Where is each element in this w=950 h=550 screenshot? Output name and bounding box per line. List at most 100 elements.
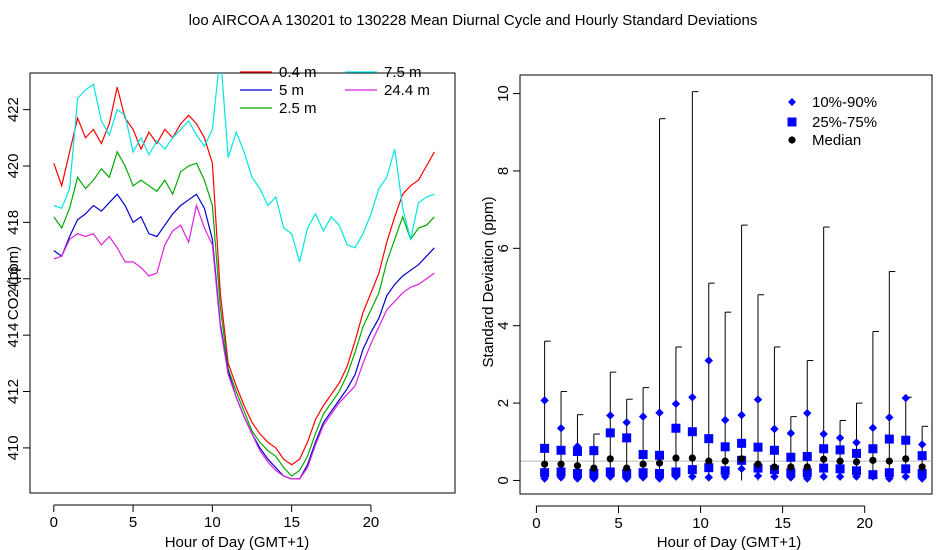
legend-label: Median: [812, 132, 861, 149]
median-point: [770, 463, 779, 471]
median-point: [672, 454, 680, 462]
quartile-point: [786, 452, 796, 462]
quartile-point: [655, 450, 665, 460]
right-x-tick-label: 20: [856, 515, 873, 532]
figure-title: loo AIRCOA A 130201 to 130228 Mean Diurn…: [189, 12, 758, 29]
legend-label: 2.5 m: [279, 100, 317, 117]
median-point: [918, 463, 926, 471]
median-point: [639, 460, 647, 468]
quartile-point: [917, 451, 927, 461]
co2-diurnal-panel: 0 5 10 15 20 410 412 414 416 418 420 422 Hour of D…: [5, 64, 456, 550]
right-x-axis: 0 5 10 15 20: [532, 505, 873, 532]
quartile-point: [589, 446, 599, 456]
median-point: [902, 455, 910, 463]
decile-point: [803, 408, 812, 418]
median-point: [705, 457, 713, 465]
quartile-point: [802, 468, 812, 478]
right-plot-frame: [519, 74, 933, 495]
decile-point: [540, 396, 549, 405]
left-y-tick-label: 410: [5, 435, 22, 460]
median-point: [885, 457, 893, 465]
quartile-point: [622, 433, 632, 443]
quartile-point: [917, 468, 927, 478]
quartile-point: [704, 434, 714, 444]
decile-point: [868, 423, 878, 433]
median-point: [590, 464, 598, 472]
quartile-point: [753, 442, 763, 452]
decile-point: [770, 424, 779, 434]
right-y-tick-label: 10: [495, 85, 512, 102]
median-point: [754, 460, 762, 468]
right-x-tick-label: 10: [692, 515, 709, 532]
quartile-point: [868, 444, 878, 454]
quartile-point: [687, 465, 697, 475]
left-x-tick-label: 20: [363, 514, 380, 531]
median-point: [869, 456, 877, 464]
right-x-tick-label: 0: [532, 515, 540, 532]
series-line: [53, 193, 435, 480]
right-y-tick-label: 2: [495, 399, 512, 407]
right-y-tick-label: 4: [495, 322, 512, 330]
quartile-point: [851, 448, 861, 458]
right-y-axis-label: Standard Deviation (ppm): [480, 197, 497, 368]
quartile-point: [819, 463, 829, 473]
decile-point: [704, 356, 713, 365]
left-y-tick-label: 420: [5, 154, 22, 179]
right-y-tick-label: 8: [495, 167, 512, 175]
decile-point: [835, 472, 845, 481]
right-x-tick-label: 5: [614, 515, 622, 532]
quartile-point: [687, 427, 697, 437]
right-legend: 10%-90% 25%-75%Median: [787, 94, 877, 149]
left-x-tick-label: 15: [283, 514, 300, 531]
quartile-point: [540, 468, 550, 478]
quartile-point: [605, 428, 615, 438]
legend-label: 0.4 m: [279, 64, 317, 81]
quartile-point: [851, 466, 861, 476]
decile-point: [671, 399, 681, 409]
left-x-tick-label: 5: [129, 514, 137, 531]
median-point: [820, 455, 828, 463]
decile-point: [835, 433, 845, 443]
decile-point: [655, 408, 664, 417]
left-x-tick-label: 10: [204, 514, 221, 531]
left-y-tick-label: 418: [5, 210, 22, 235]
median-point: [787, 463, 795, 471]
quartile-point: [589, 468, 599, 478]
left-y-tick-label: 422: [5, 97, 22, 122]
quartile-point: [769, 445, 779, 455]
quartile-point: [671, 467, 681, 477]
decile-point: [704, 473, 713, 482]
left-y-axis-label: CO2 (ppm): [5, 246, 22, 320]
median-point: [541, 460, 549, 468]
decile-point: [819, 472, 828, 481]
decile-point: [917, 440, 927, 449]
decile-point: [770, 472, 779, 481]
left-legend: 0.4 m5 m2.5 m 7.5 m24.4 m: [240, 64, 430, 117]
left-x-tick-label: 0: [50, 514, 58, 531]
legend-marker: [787, 117, 797, 127]
quartile-point: [901, 435, 911, 445]
median-point: [737, 455, 746, 463]
median-point: [852, 458, 861, 466]
left-y-tick-label: 414: [5, 323, 22, 348]
right-x-tick-label: 15: [774, 515, 791, 532]
quartile-point: [605, 467, 615, 477]
decile-point: [852, 438, 861, 447]
std-dev-panel: 0 5 10 15 20 0 2 4 6 8 10 Hour of Day (GMT+1) Sta…: [480, 74, 933, 550]
left-y-axis: 410 412 414 416 418 420 422: [5, 97, 31, 460]
decile-point: [720, 415, 730, 425]
quartile-point: [720, 466, 730, 476]
quartile-point: [655, 468, 665, 478]
decile-point: [606, 472, 615, 481]
series-line: [53, 86, 435, 466]
series-line: [53, 150, 435, 477]
right-y-tick-label: 6: [495, 244, 512, 252]
median-point: [655, 459, 664, 467]
median-point: [803, 463, 811, 471]
quartile-point: [753, 463, 763, 473]
decile-point: [622, 418, 631, 427]
median-point: [721, 457, 729, 465]
quartile-point: [901, 464, 911, 474]
left-series-group: [53, 73, 435, 480]
decile-point: [737, 464, 746, 474]
